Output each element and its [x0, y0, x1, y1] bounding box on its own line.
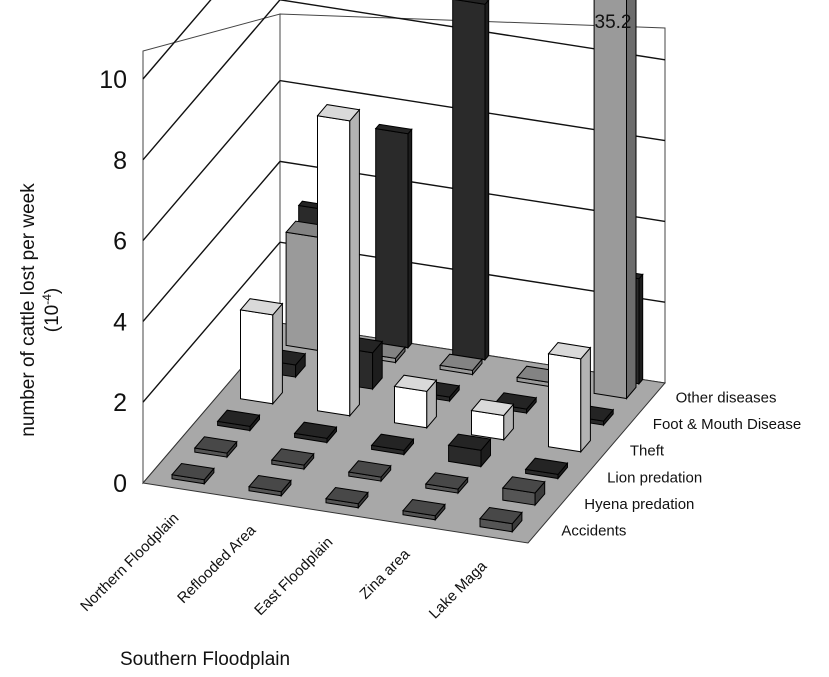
bar-top	[479, 506, 523, 525]
bar	[171, 462, 215, 486]
x-category-label: East Floodplain	[251, 534, 336, 619]
bar-top	[293, 421, 338, 439]
bar-top	[216, 409, 261, 427]
bar-top	[193, 436, 238, 454]
series-label: Foot & Mouth Disease	[653, 416, 801, 433]
bar-top	[239, 298, 284, 316]
y-tick-label: 8	[113, 147, 127, 175]
bar	[439, 353, 483, 376]
bar	[239, 298, 284, 406]
bar	[316, 104, 361, 418]
y-tick-label: 0	[113, 470, 127, 498]
bar-front	[394, 385, 428, 429]
bar-top	[393, 374, 438, 392]
y-tick-label: 4	[113, 308, 127, 336]
gridline	[142, 79, 666, 242]
bar	[547, 342, 592, 454]
bar-side	[349, 108, 360, 418]
bar	[470, 398, 515, 442]
bar	[479, 506, 523, 534]
y-tick-label: 2	[113, 389, 127, 417]
x-axis-title: Southern Floodplain	[120, 649, 290, 670]
series-label: Hyena predation	[584, 496, 694, 513]
x-category-label: Northern Floodplain	[77, 510, 182, 615]
bar-top	[171, 462, 215, 481]
y-tick-labels: 0 2 4 6 8 10	[99, 66, 127, 498]
bar-top	[374, 123, 413, 135]
bar	[370, 433, 415, 456]
y-axis-unit-exponent: -4	[40, 294, 54, 305]
bar	[325, 486, 369, 510]
bar-front	[452, 0, 486, 361]
bar-top	[325, 486, 369, 505]
bar-top	[347, 460, 392, 478]
bar	[402, 498, 446, 522]
series-label: Accidents	[561, 523, 626, 540]
bar	[424, 472, 469, 495]
bar	[293, 421, 338, 444]
bar-top	[454, 0, 490, 5]
y-axis-title: number of cattle lost per week	[18, 183, 39, 437]
bar-front	[240, 309, 274, 405]
series-label: Theft	[630, 443, 665, 460]
y-axis-unit-open: (10	[42, 305, 63, 332]
gridline	[142, 0, 666, 161]
bar	[216, 409, 261, 432]
y-tick-label: 6	[113, 228, 127, 256]
bar-top	[524, 457, 569, 475]
bar-top	[316, 104, 361, 122]
x-category-label: Zina area	[356, 545, 413, 602]
bar-top	[424, 472, 469, 490]
bar-front	[285, 231, 319, 352]
bar-top	[439, 353, 483, 371]
bar-front	[375, 128, 409, 349]
bar-top	[547, 342, 592, 360]
bar-front	[317, 115, 351, 417]
bar-top	[270, 448, 315, 466]
bar-top	[447, 433, 492, 451]
y-axis-unit-close: )	[42, 288, 63, 294]
x-category-label: Lake Maga	[426, 557, 491, 622]
bar	[393, 374, 438, 430]
chart-bars	[171, 0, 644, 534]
series-label: Lion predation	[607, 469, 702, 486]
bar	[270, 448, 315, 471]
bar-side	[580, 346, 591, 454]
bar-front	[548, 353, 582, 453]
y-axis-unit: (10-4)	[40, 288, 63, 332]
bar	[193, 436, 238, 459]
bar	[347, 460, 392, 483]
gridline	[142, 241, 666, 403]
bar	[452, 0, 490, 362]
bar	[248, 474, 292, 498]
chart-gridlines	[142, 0, 666, 403]
bar-front	[593, 0, 627, 400]
bar-top	[370, 433, 415, 451]
series-label: Other diseases	[676, 389, 777, 406]
bar-side	[626, 0, 637, 400]
bar	[374, 123, 413, 350]
bar	[524, 457, 569, 480]
bar-top	[501, 476, 546, 494]
bar-top	[470, 398, 515, 417]
bar-side	[638, 273, 644, 386]
bar	[447, 433, 492, 468]
gridline	[142, 0, 212, 80]
y-tick-label: 10	[99, 66, 127, 94]
bar-top	[402, 498, 446, 517]
x-category-label: Reflooded Area	[174, 521, 260, 607]
bar	[501, 476, 546, 507]
depth-series-labels: Accidents Hyena predation Lion predation Th…	[561, 389, 801, 539]
bar	[593, 0, 637, 400]
bar-side	[407, 128, 413, 350]
bar-annotation: 35.2	[595, 12, 632, 33]
bar-top	[248, 474, 292, 493]
bar-side	[484, 0, 490, 362]
bar-side	[272, 302, 283, 406]
gridline	[142, 160, 666, 322]
